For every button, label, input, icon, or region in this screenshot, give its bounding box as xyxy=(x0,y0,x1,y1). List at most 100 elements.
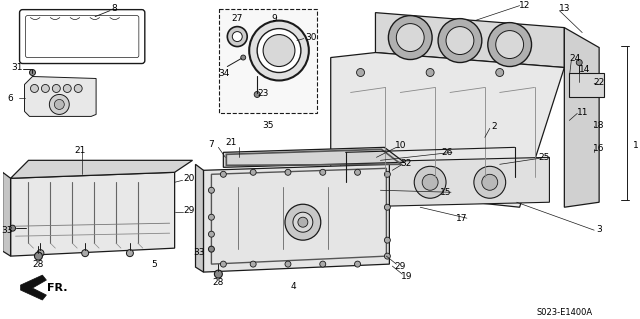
Polygon shape xyxy=(223,147,404,167)
Polygon shape xyxy=(3,172,11,256)
Circle shape xyxy=(426,69,434,77)
Text: 3: 3 xyxy=(596,225,602,234)
Text: 16: 16 xyxy=(593,144,605,153)
Text: 32: 32 xyxy=(401,159,412,168)
Circle shape xyxy=(285,204,321,240)
Polygon shape xyxy=(376,13,564,68)
Circle shape xyxy=(446,26,474,55)
Text: 21: 21 xyxy=(226,138,237,147)
Text: 9: 9 xyxy=(271,14,277,23)
Circle shape xyxy=(414,166,446,198)
Circle shape xyxy=(220,261,227,267)
Text: 33: 33 xyxy=(1,226,12,235)
Text: 29: 29 xyxy=(183,206,195,215)
Polygon shape xyxy=(11,172,175,256)
Text: 28: 28 xyxy=(33,260,44,269)
Text: 15: 15 xyxy=(440,188,452,197)
Text: FR.: FR. xyxy=(47,283,68,293)
Circle shape xyxy=(127,250,133,256)
Circle shape xyxy=(209,187,214,193)
Circle shape xyxy=(496,69,504,77)
Text: 23: 23 xyxy=(257,89,269,98)
Text: 12: 12 xyxy=(519,1,531,10)
Circle shape xyxy=(298,217,308,227)
Text: 1: 1 xyxy=(633,141,639,150)
Circle shape xyxy=(29,70,35,76)
Circle shape xyxy=(388,16,432,60)
Text: 19: 19 xyxy=(401,271,412,281)
Polygon shape xyxy=(204,164,389,272)
Circle shape xyxy=(250,169,256,175)
Text: 28: 28 xyxy=(212,278,224,286)
Circle shape xyxy=(320,261,326,267)
Bar xyxy=(570,72,604,97)
Circle shape xyxy=(232,32,242,41)
Circle shape xyxy=(49,94,69,115)
Text: 14: 14 xyxy=(579,65,590,74)
Circle shape xyxy=(422,174,438,190)
Text: 35: 35 xyxy=(262,121,274,130)
Circle shape xyxy=(474,166,506,198)
Text: 8: 8 xyxy=(111,4,117,13)
Circle shape xyxy=(438,19,482,63)
Circle shape xyxy=(42,85,49,93)
Text: 5: 5 xyxy=(151,260,157,269)
Polygon shape xyxy=(195,164,204,272)
Text: 18: 18 xyxy=(593,121,605,130)
Circle shape xyxy=(263,34,295,67)
Circle shape xyxy=(82,250,89,256)
Circle shape xyxy=(54,100,64,109)
Circle shape xyxy=(355,169,360,175)
Circle shape xyxy=(396,24,424,52)
Circle shape xyxy=(385,237,390,243)
Polygon shape xyxy=(24,77,96,116)
Circle shape xyxy=(220,171,227,177)
Text: S023-E1400A: S023-E1400A xyxy=(536,308,593,316)
Text: 21: 21 xyxy=(74,146,86,155)
Circle shape xyxy=(496,31,524,58)
Circle shape xyxy=(209,231,214,237)
Text: 20: 20 xyxy=(183,174,195,183)
Circle shape xyxy=(285,169,291,175)
Text: 26: 26 xyxy=(442,148,452,157)
Circle shape xyxy=(35,252,42,260)
Circle shape xyxy=(63,85,71,93)
Text: 13: 13 xyxy=(559,4,570,13)
Circle shape xyxy=(385,171,390,177)
Circle shape xyxy=(209,246,214,252)
Circle shape xyxy=(385,204,390,210)
Circle shape xyxy=(488,23,532,67)
Circle shape xyxy=(355,166,387,198)
Text: 10: 10 xyxy=(394,141,406,150)
Polygon shape xyxy=(20,275,46,300)
Circle shape xyxy=(293,212,313,232)
Circle shape xyxy=(356,69,365,77)
Circle shape xyxy=(37,250,44,256)
Text: 34: 34 xyxy=(219,69,230,78)
Text: 7: 7 xyxy=(209,140,214,149)
Circle shape xyxy=(250,261,256,267)
Circle shape xyxy=(385,253,390,259)
Text: 25: 25 xyxy=(539,153,550,162)
Text: 31: 31 xyxy=(11,63,22,72)
Text: 22: 22 xyxy=(593,78,605,87)
Circle shape xyxy=(214,270,222,278)
Circle shape xyxy=(241,55,246,60)
Circle shape xyxy=(249,21,309,80)
Circle shape xyxy=(320,169,326,175)
Circle shape xyxy=(74,85,82,93)
Circle shape xyxy=(52,85,60,93)
Circle shape xyxy=(576,60,582,65)
Text: 17: 17 xyxy=(456,214,468,223)
Polygon shape xyxy=(331,53,564,207)
Circle shape xyxy=(209,214,214,220)
Polygon shape xyxy=(564,28,599,207)
Polygon shape xyxy=(11,160,193,178)
Text: 30: 30 xyxy=(305,33,317,42)
Text: 24: 24 xyxy=(570,54,581,63)
Text: 27: 27 xyxy=(232,14,243,23)
Text: 29: 29 xyxy=(395,262,406,271)
Circle shape xyxy=(482,174,498,190)
Text: 11: 11 xyxy=(577,108,588,117)
Text: 6: 6 xyxy=(8,94,13,103)
